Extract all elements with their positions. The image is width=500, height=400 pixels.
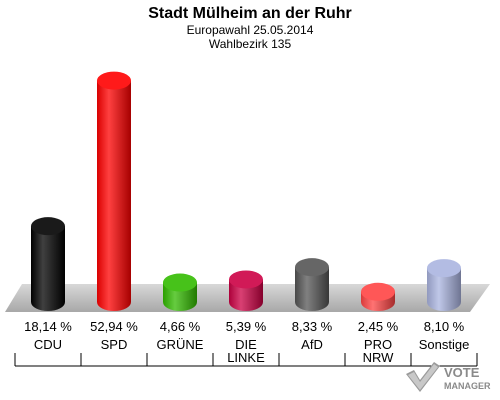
bar-top [427, 259, 461, 278]
value-label: 8,33 % [292, 319, 333, 334]
logo-text-bottom: MANAGER [444, 381, 491, 391]
category-label: Sonstige [419, 337, 470, 352]
bar-spd [97, 71, 131, 311]
bar-die-linke [229, 270, 263, 311]
bar-top [163, 273, 197, 292]
bar-sonstige [427, 259, 461, 311]
bar-body [31, 226, 65, 311]
bar-body [295, 267, 329, 311]
bar-body [97, 80, 131, 311]
category-label: DIE [235, 337, 257, 352]
category-label: AfD [301, 337, 323, 352]
value-label: 18,14 % [24, 319, 72, 334]
chart-header: Stadt Mülheim an der Ruhr Europawahl 25.… [0, 0, 500, 51]
value-label: 52,94 % [90, 319, 138, 334]
bar-top [97, 71, 131, 90]
vote-manager-logo: VOTE MANAGER [406, 362, 491, 392]
value-label: 5,39 % [226, 319, 267, 334]
category-label: GRÜNE [157, 337, 204, 352]
category-label: LINKE [227, 350, 265, 365]
bar-top [361, 282, 395, 301]
bar-afd [295, 258, 329, 311]
checkmark-icon [406, 362, 440, 392]
category-label: PRO [364, 337, 392, 352]
category-label: CDU [34, 337, 62, 352]
chart-title: Stadt Mülheim an der Ruhr [148, 5, 352, 22]
chart-district: Wahlbezirk 135 [208, 37, 292, 51]
bar-top [31, 217, 65, 236]
bar-pro-nrw [361, 282, 395, 311]
bar-body [229, 279, 263, 311]
chart-subtitle: Europawahl 25.05.2014 [186, 23, 314, 37]
bar-top [295, 258, 329, 277]
category-label: NRW [363, 350, 395, 365]
logo-text-top: VOTE [444, 365, 480, 380]
bar-top [229, 270, 263, 289]
bar-cdu [31, 217, 65, 311]
value-label: 2,45 % [358, 319, 399, 334]
value-label: 8,10 % [424, 319, 465, 334]
bar-body [427, 268, 461, 311]
bar-grüne [163, 273, 197, 311]
category-label: SPD [101, 337, 128, 352]
value-label: 4,66 % [160, 319, 201, 334]
